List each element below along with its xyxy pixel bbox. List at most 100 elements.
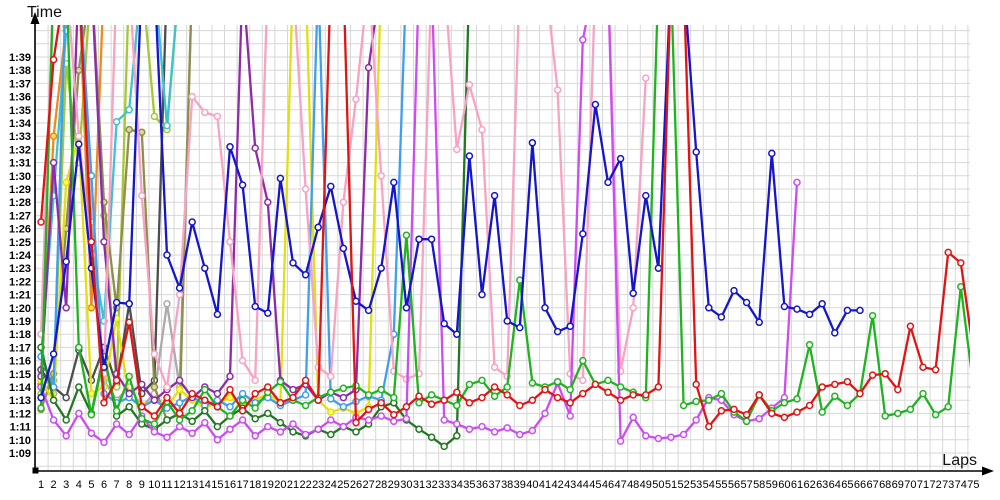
x-tick-label: 24	[325, 479, 337, 491]
x-tick-label: 2	[51, 479, 57, 491]
x-tick-label: 71	[917, 479, 929, 491]
x-tick-label: 68	[879, 479, 891, 491]
y-tick-label: 1:09	[9, 448, 31, 460]
x-tick-label: 44	[577, 479, 589, 491]
y-tick-label: 1:37	[9, 78, 31, 90]
y-tick-label: 1:13	[9, 395, 31, 407]
axis-origin-mark	[32, 467, 39, 474]
x-tick-label: 66	[854, 479, 866, 491]
y-tick-label: 1:25	[9, 237, 31, 249]
x-tick-label: 28	[375, 479, 387, 491]
x-tick-label: 8	[126, 479, 132, 491]
x-tick-label: 52	[677, 479, 689, 491]
y-tick-label: 1:28	[9, 197, 31, 209]
y-tick-label: 1:33	[9, 131, 31, 143]
series-red-markers	[37, 55, 970, 431]
x-tick-label: 31	[413, 479, 425, 491]
x-tick-label: 74	[955, 479, 967, 491]
x-tick-label: 55	[715, 479, 727, 491]
x-tick-label: 19	[262, 479, 274, 491]
x-tick-label: 61	[791, 479, 803, 491]
x-tick-label: 3	[63, 479, 69, 491]
x-tick-label: 10	[148, 479, 160, 491]
series-blue-line	[39, 25, 862, 399]
y-tick-label: 1:10	[9, 435, 31, 447]
x-tick-label: 11	[161, 479, 172, 491]
x-tick-label: 58	[753, 479, 765, 491]
x-tick-label: 47	[614, 479, 626, 491]
x-tick-label: 21	[287, 479, 299, 491]
x-tick-label: 56	[728, 479, 740, 491]
x-tick-label: 75	[967, 479, 979, 491]
axes	[30, 12, 994, 476]
x-tick-label: 29	[388, 479, 400, 491]
y-axis-arrow-icon	[30, 12, 40, 24]
y-tick-label: 1:35	[9, 105, 31, 117]
y-tick-label: 1:34	[9, 118, 32, 130]
x-tick-label: 37	[488, 479, 500, 491]
x-tick-label: 30	[400, 479, 412, 491]
x-tick-label: 72	[929, 479, 941, 491]
x-tick-label: 53	[690, 479, 702, 491]
x-tick-label: 69	[892, 479, 904, 491]
x-tick-label: 48	[627, 479, 639, 491]
x-tick-label: 26	[350, 479, 362, 491]
x-tick-label: 22	[299, 479, 311, 491]
x-tick-label: 57	[740, 479, 752, 491]
x-tick-label: 7	[114, 479, 120, 491]
x-tick-label: 43	[564, 479, 576, 491]
y-tick-label: 1:16	[9, 356, 31, 368]
x-tick-label: 46	[602, 479, 614, 491]
series-plot-area	[37, 25, 970, 451]
x-axis-arrow-icon	[982, 466, 994, 476]
x-tick-label: 36	[476, 479, 488, 491]
x-tick-label: 33	[438, 479, 450, 491]
x-tick-label: 38	[501, 479, 513, 491]
x-tick-label: 49	[640, 479, 652, 491]
y-tick-label: 1:30	[9, 171, 31, 183]
x-tick-label: 16	[224, 479, 236, 491]
x-tick-label: 39	[514, 479, 526, 491]
x-tick-label: 9	[139, 479, 145, 491]
x-tick-label: 15	[211, 479, 223, 491]
y-tick-label: 1:19	[9, 316, 31, 328]
x-tick-label: 4	[76, 479, 82, 491]
y-tick-label: 1:24	[9, 250, 32, 262]
y-tick-label: 1:26	[9, 224, 31, 236]
y-tick-label: 1:38	[9, 65, 31, 77]
y-tick-label: 1:15	[9, 369, 31, 381]
x-tick-label: 42	[551, 479, 563, 491]
x-tick-label: 45	[589, 479, 601, 491]
y-tick-label: 1:22	[9, 276, 31, 288]
x-tick-label: 40	[526, 479, 538, 491]
x-tick-label: 41	[539, 479, 551, 491]
x-tick-label: 60	[778, 479, 790, 491]
y-tick-label: 1:23	[9, 263, 31, 275]
y-tick-label: 1:12	[9, 408, 31, 420]
x-tick-label: 32	[425, 479, 437, 491]
y-tick-label: 1:27	[9, 210, 31, 222]
series-purple-line	[39, 25, 376, 402]
x-tick-label: 73	[942, 479, 954, 491]
y-tick-label: 1:31	[9, 158, 31, 170]
x-tick-label: 35	[463, 479, 475, 491]
y-tick-label: 1:36	[9, 92, 31, 104]
x-tick-label: 50	[652, 479, 664, 491]
x-tick-label: 25	[337, 479, 349, 491]
x-tick-label: 6	[101, 479, 107, 491]
x-tick-label: 59	[766, 479, 778, 491]
x-axis-title: Laps	[942, 452, 977, 469]
x-tick-label: 67	[866, 479, 878, 491]
y-tick-label: 1:39	[9, 52, 31, 64]
y-tick-label: 1:14	[9, 382, 32, 394]
x-tick-label: 34	[451, 479, 463, 491]
x-axis-tick-labels: 1 2 3 4 5 6 7 8 9 10 11 12 13 14 15 16 17 18 19 20 21 22 23 24 2…	[38, 479, 980, 491]
x-tick-label: 1	[38, 479, 44, 491]
x-tick-label: 17	[236, 479, 248, 491]
y-tick-label: 1:17	[9, 342, 31, 354]
y-tick-label: 1:29	[9, 184, 31, 196]
series-pink-markers	[37, 74, 650, 391]
y-tick-label: 1:18	[9, 329, 31, 341]
x-tick-label: 23	[312, 479, 324, 491]
y-tick-label: 1:32	[9, 144, 31, 156]
